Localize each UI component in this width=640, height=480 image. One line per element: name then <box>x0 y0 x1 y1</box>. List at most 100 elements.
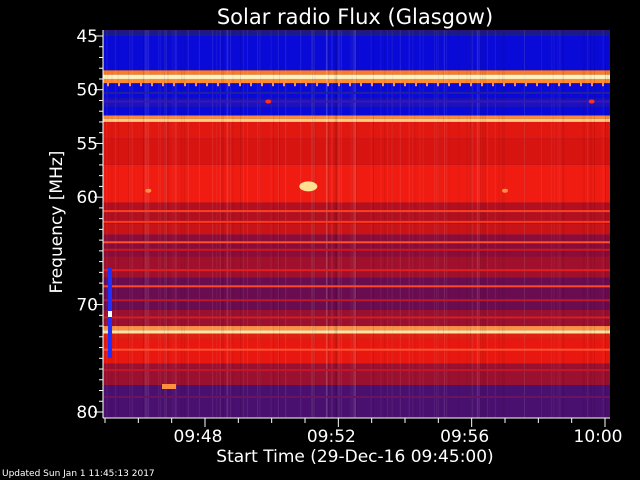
noise-streak <box>326 30 328 418</box>
noise-streak <box>448 30 450 418</box>
band-dot <box>349 82 351 87</box>
band-dot <box>547 82 549 87</box>
noise-streak <box>285 30 287 418</box>
noise-streak <box>160 30 162 418</box>
noise-streak <box>270 30 272 418</box>
noise-streak <box>158 30 160 418</box>
intensity-band <box>103 333 610 339</box>
band-dot <box>316 82 318 87</box>
noise-streak <box>216 30 218 418</box>
band-dot <box>371 82 373 87</box>
noise-streak <box>146 30 148 418</box>
noise-streak <box>498 30 500 418</box>
noise-streak <box>391 30 393 418</box>
band-dot <box>459 82 461 87</box>
x-axis: 09:48 09:52 09:56 10:00 <box>103 417 623 447</box>
intensity-band <box>103 36 610 71</box>
noise-streak <box>559 30 561 418</box>
noise-streak <box>222 30 224 418</box>
band-dot <box>206 82 208 87</box>
noise-streak <box>257 30 259 418</box>
noise-streak <box>117 30 119 418</box>
intensity-band <box>103 234 610 257</box>
frequency-line <box>103 210 610 213</box>
noise-streak <box>334 30 336 418</box>
noise-streak <box>563 30 565 418</box>
noise-streak <box>145 30 147 418</box>
band-dot <box>162 82 164 87</box>
noise-streak <box>131 30 133 418</box>
noise-streak <box>604 30 606 418</box>
noise-streak <box>325 30 327 418</box>
band-dot <box>151 82 153 87</box>
noise-streak <box>476 30 478 418</box>
noise-streak <box>328 30 330 418</box>
noise-streak <box>483 30 485 418</box>
noise-streak <box>259 30 261 418</box>
noise-streak <box>370 30 372 418</box>
band-dot <box>217 82 219 87</box>
noise-streak <box>273 30 275 418</box>
band-dot <box>536 82 538 87</box>
intensity-band <box>103 164 610 203</box>
noise-streak <box>602 30 604 418</box>
noise-streak <box>314 30 316 418</box>
noise-streak <box>470 30 472 418</box>
band-dot <box>305 82 307 87</box>
band-dot <box>195 82 197 87</box>
noise-streak <box>605 30 607 418</box>
noise-streak <box>115 30 117 418</box>
intensity-band <box>103 70 610 75</box>
y-tick-label: 60 <box>76 188 98 208</box>
noise-streak <box>148 30 150 418</box>
intensity-band <box>103 30 610 36</box>
band-dot <box>140 82 142 87</box>
intensity-band <box>103 83 610 99</box>
interference-marker <box>108 311 112 317</box>
noise-streak <box>107 30 109 418</box>
noise-streak <box>446 30 448 418</box>
noise-streak <box>524 30 526 418</box>
noise-streak <box>486 30 488 418</box>
noise-streak <box>338 30 340 418</box>
noise-streak <box>524 30 526 418</box>
band-dot <box>481 82 483 87</box>
noise-streak <box>354 30 356 418</box>
band-dot <box>470 82 472 87</box>
noise-streak <box>442 30 444 418</box>
noise-streak <box>331 30 333 418</box>
band-dot <box>272 82 274 87</box>
y-tick-label: 45 <box>76 27 98 47</box>
band-dot <box>393 82 395 87</box>
noise-streak <box>472 30 474 418</box>
noise-streak <box>503 30 505 418</box>
noise-streak <box>175 30 177 418</box>
y-axis-label: Frequency [MHz] <box>47 151 67 294</box>
noise-streak <box>593 30 595 418</box>
noise-streak <box>221 30 223 418</box>
intensity-band <box>103 78 610 84</box>
band-dot <box>558 82 560 87</box>
noise-streak <box>523 30 525 418</box>
noise-streak <box>458 30 460 418</box>
noise-streak <box>350 30 352 418</box>
x-tick-label: 09:48 <box>174 427 223 447</box>
frequency-line <box>103 91 610 94</box>
noise-streak <box>443 30 445 418</box>
noise-streak <box>354 30 356 418</box>
band-dot <box>283 82 285 87</box>
intensity-band <box>103 363 610 386</box>
noise-streak <box>147 30 149 418</box>
noise-streak <box>466 30 468 418</box>
y-tick-label: 70 <box>76 296 98 316</box>
noise-streak <box>557 30 559 418</box>
noise-streak <box>470 30 472 418</box>
noise-streak <box>438 30 440 418</box>
noise-streak <box>414 30 416 418</box>
updated-timestamp: Updated Sun Jan 1 11:45:13 2017 <box>2 469 155 479</box>
band-dot <box>250 82 252 87</box>
noise-streak <box>607 30 609 418</box>
band-dot <box>261 82 263 87</box>
band-dot <box>492 82 494 87</box>
emission-burst <box>588 99 595 104</box>
